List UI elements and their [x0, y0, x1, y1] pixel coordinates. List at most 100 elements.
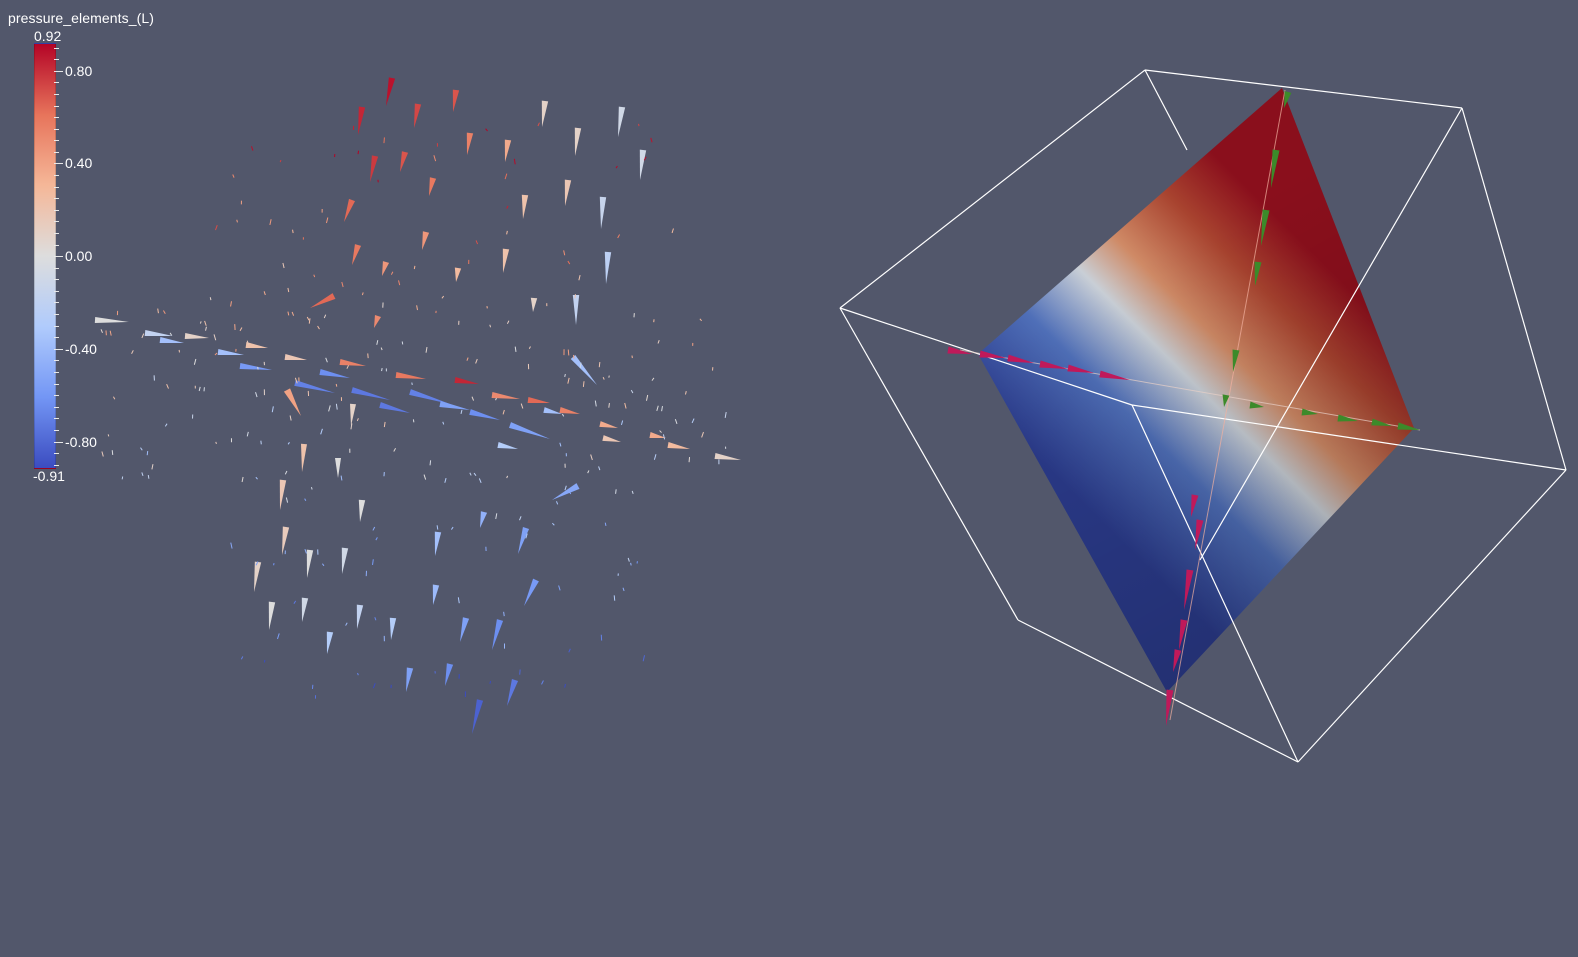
glyph-marker: [375, 617, 376, 620]
glyph-marker: [490, 325, 491, 327]
glyph-marker: [486, 129, 488, 131]
colorbar-minor-tick: [54, 198, 59, 199]
glyph-arrow: [467, 133, 473, 155]
glyph-marker: [605, 523, 606, 526]
glyph-marker: [210, 297, 211, 300]
glyph-marker: [700, 319, 702, 321]
glyph-marker: [430, 460, 431, 465]
glyph-marker: [199, 387, 200, 391]
glyph-marker: [496, 513, 497, 519]
glyph-marker: [599, 362, 600, 367]
glyph-marker: [603, 377, 604, 379]
glyph-arrow: [254, 562, 261, 592]
glyph-marker: [599, 466, 600, 470]
glyph-arrow: [433, 585, 439, 605]
glyph-marker: [504, 612, 505, 616]
glyph-arrow: [358, 107, 365, 135]
glyph-marker: [309, 318, 310, 323]
glyph-marker: [529, 346, 530, 348]
glyph-marker: [288, 442, 289, 444]
glyph-marker: [474, 473, 476, 476]
glyph-marker: [141, 448, 143, 451]
glyph-arrow: [390, 618, 396, 640]
glyph-marker: [200, 321, 201, 323]
glyph-marker: [628, 558, 629, 562]
glyph-arrow: [160, 337, 184, 343]
glyph-arrow: [445, 663, 453, 686]
glyph-marker: [417, 305, 418, 310]
glyph-marker: [467, 358, 468, 361]
glyph-arrow: [350, 404, 356, 426]
glyph-marker: [292, 312, 293, 316]
glyph-marker: [568, 378, 569, 384]
glyph-marker: [305, 549, 307, 553]
glyph-marker: [231, 543, 232, 549]
glyph-marker: [515, 347, 516, 352]
colorbar-minor-tick: [54, 221, 59, 222]
glyph-marker: [402, 342, 403, 345]
colorbar-minor-tick: [54, 279, 59, 280]
glyph-arrow: [310, 293, 335, 308]
glyph-marker: [490, 681, 491, 684]
glyph-arrow: [396, 372, 426, 379]
glyph-arrow: [340, 359, 366, 366]
glyph-marker: [381, 348, 382, 351]
glyph-marker: [507, 231, 508, 234]
glyph-arrow: [469, 409, 500, 420]
glyph-marker: [215, 225, 217, 230]
colorbar-max-label: 0.92: [34, 29, 61, 43]
glyph-arrow: [409, 389, 450, 404]
glyph-marker: [651, 138, 652, 142]
glyph-arrow: [715, 453, 741, 460]
glyph-marker: [476, 240, 477, 244]
glyph-marker: [324, 315, 325, 318]
glyph-marker: [214, 334, 216, 340]
glyph-marker: [293, 230, 294, 233]
glyph-marker: [476, 359, 478, 363]
glyph-arrow: [327, 632, 333, 654]
glyph-marker: [542, 680, 544, 684]
glyph-marker: [556, 501, 557, 504]
glyph-marker: [322, 564, 324, 566]
colorbar-minor-tick: [54, 59, 59, 60]
glyph-marker: [426, 347, 427, 353]
colorbar-minor-tick: [54, 453, 59, 454]
glyph-marker: [321, 429, 323, 435]
glyph-marker: [443, 422, 444, 425]
glyph-arrow: [518, 527, 529, 554]
glyph-arrow: [280, 480, 286, 510]
glyph-marker: [595, 401, 596, 407]
glyph-arrow: [531, 298, 537, 312]
glyph-marker: [373, 683, 375, 688]
glyph-arrow: [284, 388, 301, 416]
glyph-marker: [663, 434, 664, 439]
glyph-arrow: [307, 550, 313, 578]
glyph-arrow: [335, 458, 341, 478]
colorbar-major-tick: [54, 349, 63, 350]
glyph-marker: [631, 390, 633, 393]
colorbar-minor-tick: [54, 245, 59, 246]
clipped-slab: [978, 88, 1414, 692]
glyph-arrow: [370, 155, 378, 182]
glyph-arrow: [359, 500, 365, 522]
glyph-marker: [373, 527, 375, 530]
glyph-marker: [102, 451, 103, 456]
glyph-marker: [237, 220, 238, 223]
colorbar-minor-tick: [54, 129, 59, 130]
glyph-marker: [329, 405, 331, 411]
colorbar[interactable]: [34, 43, 56, 469]
colorbar-minor-tick: [54, 326, 59, 327]
glyph-marker: [113, 397, 114, 400]
glyph-marker: [336, 384, 337, 387]
glyph-arrow: [357, 605, 363, 629]
glyph-marker: [326, 218, 327, 224]
colorbar-minor-tick: [54, 372, 59, 373]
glyph-arrow: [522, 195, 528, 219]
glyph-marker: [270, 219, 271, 225]
glyph-marker: [358, 151, 359, 154]
glyph-marker: [373, 559, 374, 565]
colorbar-min-label: -0.91: [33, 469, 65, 483]
glyph-marker: [588, 470, 589, 473]
